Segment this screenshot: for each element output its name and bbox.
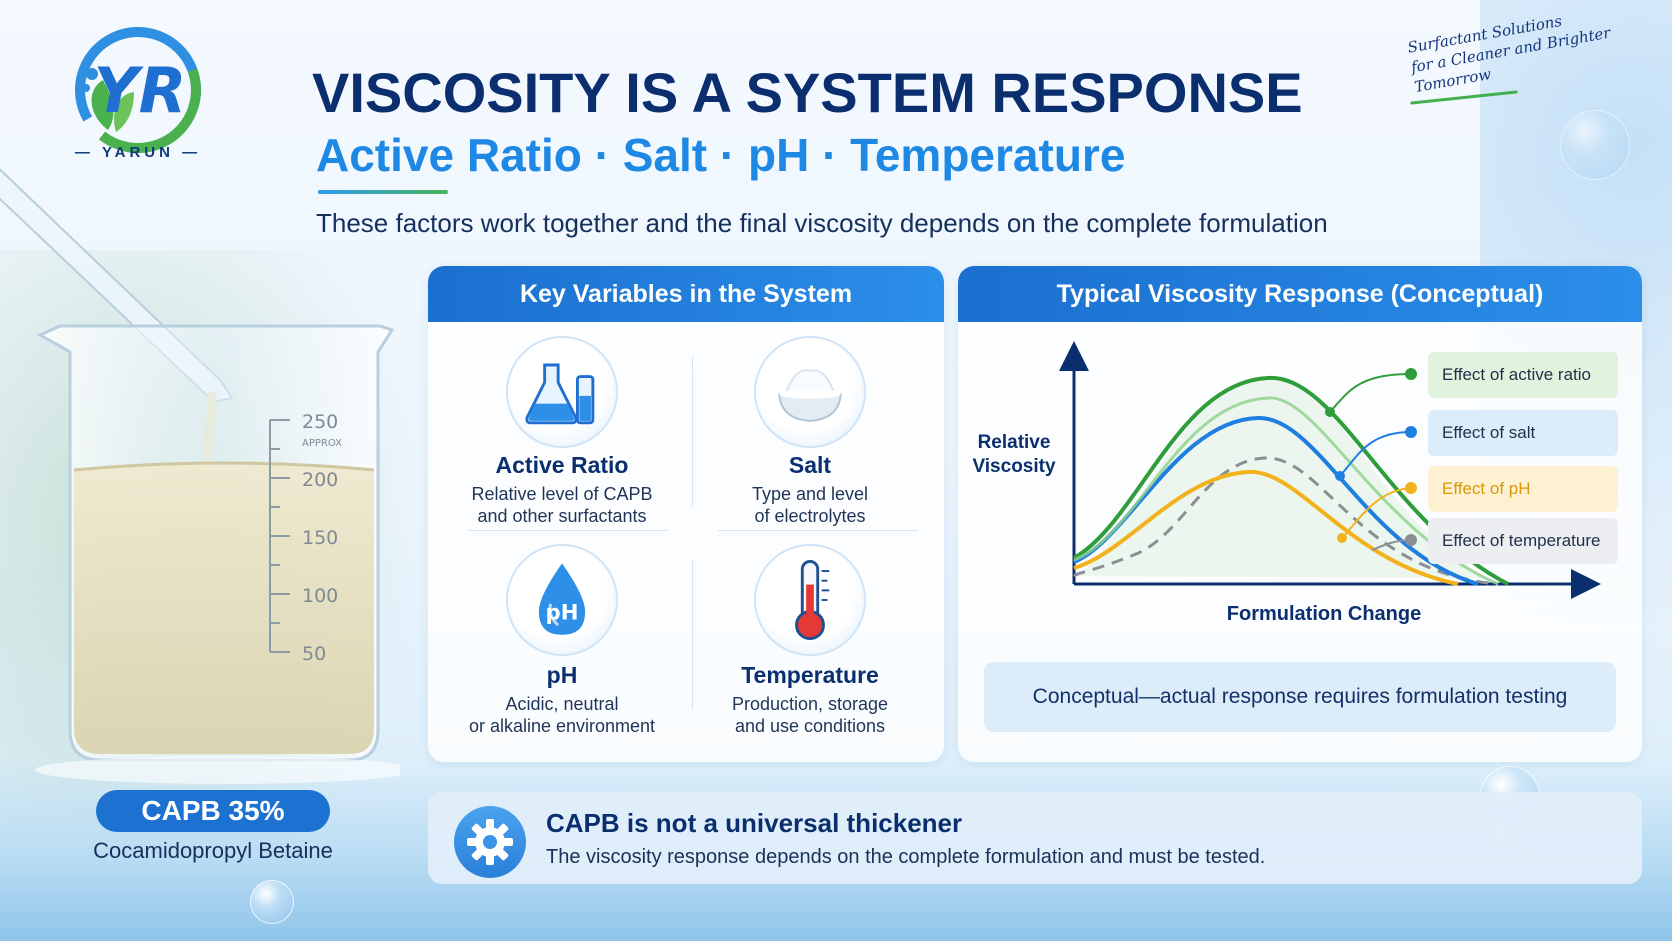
variable-desc: Production, storage	[731, 694, 889, 714]
active-ratio-area	[1074, 377, 1488, 578]
y-axis-label: Viscosity	[972, 456, 1056, 477]
legend-connector	[1341, 487, 1412, 539]
svg-text:YR: YR	[94, 54, 187, 127]
legend-connector	[1329, 373, 1412, 413]
beaker-mark: 200	[302, 469, 338, 491]
gear-icon	[454, 806, 526, 878]
variable-title: Temperature	[741, 662, 879, 688]
response-panel-title: Typical Viscosity Response (Conceptual)	[958, 266, 1642, 322]
variable-active-ratio: Active Ratio Relative level of CAPB and …	[442, 452, 682, 527]
beaker-approx: APPROX	[302, 438, 342, 449]
variable-title: Active Ratio	[495, 452, 629, 478]
legend-connector	[1339, 431, 1412, 477]
product-name: Cocamidopropyl Betaine	[93, 838, 333, 863]
curve-marker	[1335, 471, 1345, 481]
curve-active-ratio-light	[1073, 396, 1499, 586]
title-underline	[318, 190, 448, 194]
variable-temperature: Temperature Production, storage and use …	[690, 662, 930, 737]
flask-icon	[506, 336, 618, 448]
variable-title: pH	[546, 662, 578, 688]
beaker-mark: 100	[302, 585, 338, 607]
curve-temperature	[1072, 456, 1499, 586]
response-chart: Relative Viscosity Formulation Change	[972, 341, 1601, 625]
banner-title: CAPB is not a universal thickener	[546, 808, 963, 838]
thermometer-icon	[754, 544, 866, 656]
x-axis-label: Formulation Change	[1227, 603, 1421, 625]
thickener-banner: CAPB is not a universal thickener The vi…	[428, 792, 1642, 884]
variables-panel-title: Key Variables in the System	[428, 266, 944, 322]
beaker-pipette-icon: 250 200 150 100 50 APPROX	[0, 168, 400, 784]
legend-dot	[1405, 534, 1417, 546]
beaker-mark: 50	[302, 643, 326, 665]
panel-divider	[692, 356, 693, 506]
page-subtitle: Active Ratio · Salt · pH · Temperature	[316, 129, 1126, 181]
variable-desc: Acidic, neutral	[505, 694, 619, 714]
legend-active-ratio: Effect of active ratio	[1428, 352, 1618, 398]
curve-active-ratio	[1073, 375, 1509, 586]
variable-salt: Salt Type and level of electrolytes	[690, 452, 930, 527]
logo-wordmark: — YARUN —	[74, 144, 202, 161]
ph-drop-icon: pH	[506, 544, 618, 656]
variable-title: Salt	[788, 452, 832, 478]
variables-panel: Key Variables in the System Active Ratio…	[428, 266, 944, 762]
y-axis-label: Relative	[978, 432, 1051, 453]
panel-divider	[718, 530, 918, 531]
variable-desc: Relative level of CAPB	[471, 484, 653, 504]
legend-salt: Effect of salt	[1428, 410, 1618, 456]
legend-dot	[1405, 368, 1417, 380]
legend-dot	[1405, 482, 1417, 494]
curve-marker	[1325, 407, 1335, 417]
svg-text:pH: pH	[546, 600, 579, 625]
panel-divider	[468, 530, 668, 531]
legend-dot	[1405, 426, 1417, 438]
variable-desc: and other surfactants	[477, 506, 647, 526]
panel-divider	[692, 560, 693, 710]
water-bubble	[250, 880, 294, 924]
variable-desc: of electrolytes	[754, 506, 866, 526]
legend-ph: Effect of pH	[1428, 466, 1618, 512]
beaker-mark: 250	[302, 411, 338, 433]
curve-ph	[1073, 469, 1459, 586]
water-bubble	[1560, 110, 1630, 180]
variable-desc: or alkaline environment	[468, 716, 656, 736]
yarun-logo-icon: YR	[75, 27, 201, 153]
page-title: VISCOSITY IS A SYSTEM RESPONSE	[312, 61, 1303, 124]
curve-marker	[1337, 533, 1347, 543]
legend-temperature: Effect of temperature	[1428, 518, 1618, 564]
salt-bowl-icon	[754, 336, 866, 448]
banner-description: The viscosity response depends on the co…	[546, 846, 1266, 868]
variable-desc: and use conditions	[734, 716, 886, 736]
product-badge: CAPB 35%	[96, 790, 330, 832]
variable-desc: Type and level	[751, 484, 869, 504]
variable-ph: pH Acidic, neutral or alkaline environme…	[442, 662, 682, 737]
response-panel: Typical Viscosity Response (Conceptual)	[958, 266, 1642, 762]
conceptual-note: Conceptual—actual response requires form…	[984, 662, 1616, 732]
page-description: These factors work together and the fina…	[316, 208, 1328, 238]
beaker-mark: 150	[302, 527, 338, 549]
